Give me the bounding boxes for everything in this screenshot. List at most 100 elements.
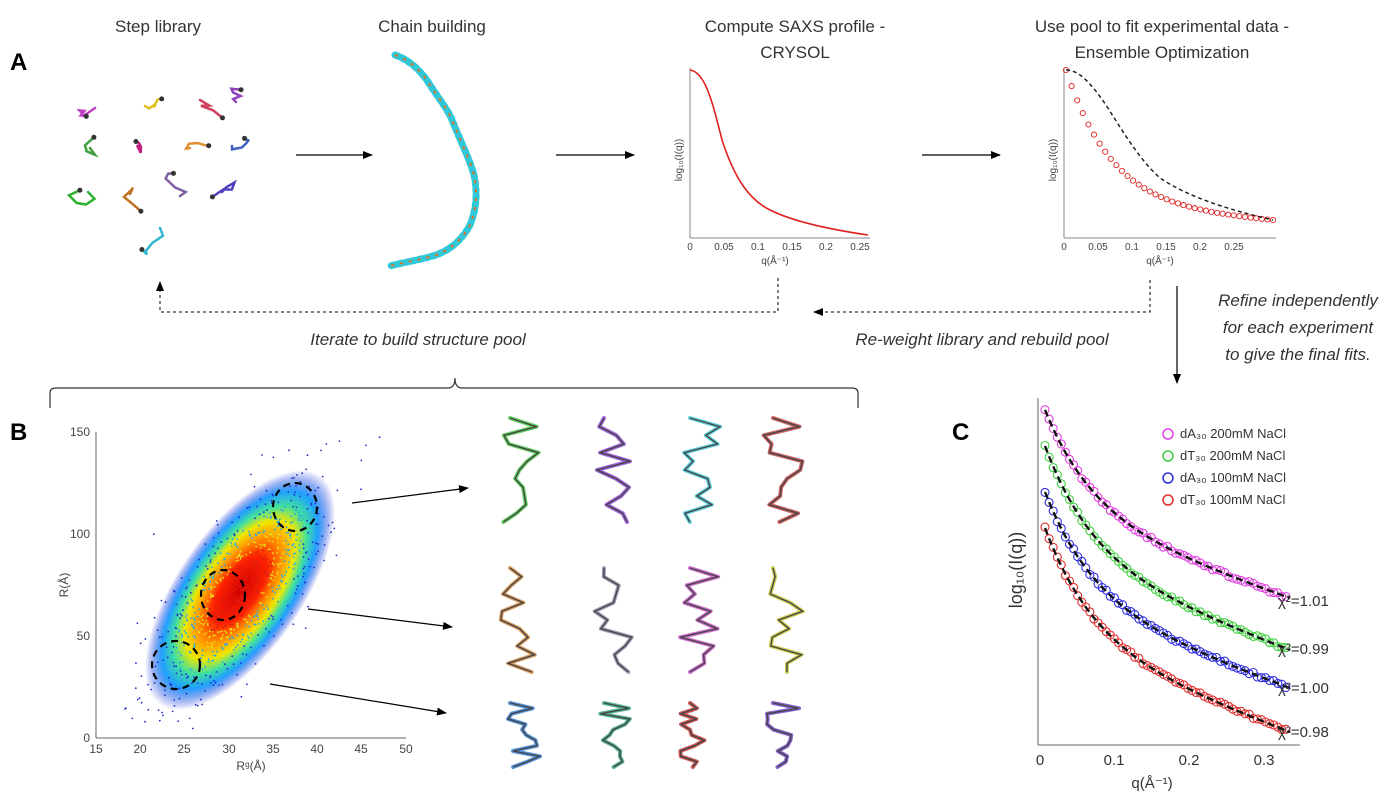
scatter-points <box>124 436 381 730</box>
ensemble-structure-icon <box>594 416 633 524</box>
nucleotide-step-icon <box>143 96 165 110</box>
fit-point <box>1068 83 1075 90</box>
stage-title-fit-line1: Use pool to fit experimental data - <box>1035 17 1289 36</box>
eom-xtick: 0.1 <box>1125 242 1139 253</box>
eom-xtick: 0.05 <box>1088 242 1108 253</box>
fit-curve <box>1043 409 1291 600</box>
fit-point <box>1191 205 1198 212</box>
scatter-xtick: 50 <box>399 742 413 756</box>
scatter-ytick: 150 <box>70 425 90 439</box>
scatter-xtick: 45 <box>354 742 368 756</box>
nucleotide-step-icon <box>229 87 244 104</box>
nucleotide-step-icon <box>66 187 97 206</box>
fit-point <box>1163 196 1170 203</box>
ensemble-structure-icon <box>761 416 805 524</box>
nucleotide-step-icon <box>133 139 143 154</box>
legend-marker <box>1162 494 1174 506</box>
panel-label-a: A <box>10 49 27 76</box>
ensemble-structures <box>498 416 805 769</box>
reweight-caption: Re-weight library and rebuild pool <box>855 330 1109 349</box>
fit-point <box>1146 188 1153 195</box>
fit-point <box>1118 167 1125 174</box>
legend-entry: dT₃₀ 200mM NaCl <box>1180 448 1285 463</box>
nucleotide-step-icon <box>230 135 251 151</box>
fit-point <box>1141 185 1148 192</box>
nucleotide-step-icon <box>76 106 97 119</box>
scatter-xtick: 35 <box>266 742 280 756</box>
fit-point <box>1096 140 1103 147</box>
chain-structure-icon <box>386 51 480 270</box>
crysol-xlabel: q(Å⁻¹) <box>761 254 789 267</box>
fit-point <box>1124 172 1131 180</box>
chi-square-label: χ²=0.99 <box>1278 641 1329 658</box>
final-xtick: 0.3 <box>1254 752 1275 769</box>
crysol-xtick: 0.1 <box>751 242 765 253</box>
fit-point <box>1174 200 1181 207</box>
ensemble-structure-icon <box>498 566 537 674</box>
step-library-icons <box>66 87 251 256</box>
eom-xtick: 0.25 <box>1224 242 1244 253</box>
crysol-plot: 0 0.05 0.1 0.15 0.2 0.25 q(Å⁻¹) log₁₀(I(… <box>674 68 870 267</box>
fit-point <box>1269 216 1277 224</box>
fit-point <box>1079 110 1086 117</box>
scatter-ylabel: R(Å) <box>56 573 71 598</box>
legend-marker <box>1162 472 1174 484</box>
chi-square-label: χ²=0.98 <box>1278 724 1329 741</box>
ensemble-structure-icon <box>678 566 721 674</box>
scatter-xtick: 30 <box>222 742 236 756</box>
fit-point <box>1219 210 1226 217</box>
final-xlabel: q(Å⁻¹) <box>1131 775 1172 792</box>
pool-brace <box>49 377 859 408</box>
crysol-xtick: 0.25 <box>850 242 870 253</box>
final-xtick: 0.1 <box>1104 752 1125 769</box>
final-xtick: 0 <box>1036 752 1044 769</box>
crysol-xtick: 0.2 <box>819 242 833 253</box>
scatter-xtick: 20 <box>133 742 147 756</box>
legend-entry: dA₃₀ 200mM NaCl <box>1180 426 1286 441</box>
fit-point <box>1135 181 1142 188</box>
eom-ylabel: log₁₀(I(q)) <box>1048 139 1059 182</box>
eom-xtick: 0 <box>1061 242 1067 253</box>
crysol-xtick: 0.15 <box>782 242 802 253</box>
fit-point <box>1158 193 1165 201</box>
panel-label-b: B <box>10 419 27 446</box>
nucleotide-step-icon <box>83 134 99 158</box>
refine-caption-line1: Refine independently <box>1218 291 1379 310</box>
cluster-arrow-middle <box>307 608 453 630</box>
rg-scatter-plot: 15 20 25 30 35 40 45 50 0 50 100 150 Rᵍ(… <box>56 425 413 773</box>
ensemble-structure-icon <box>765 701 801 769</box>
scatter-ytick: 50 <box>77 629 91 643</box>
refine-caption-line2: for each experiment <box>1223 318 1375 337</box>
ensemble-structure-icon <box>592 566 634 674</box>
nucleotide-step-icon <box>184 141 212 151</box>
scatter-xtick: 15 <box>89 742 103 756</box>
eom-fit-curve <box>1065 69 1274 221</box>
cluster-highlight-extended <box>271 481 319 533</box>
fit-point <box>1202 207 1209 214</box>
ensemble-structure-icon <box>501 416 541 524</box>
nucleotide-step-icon <box>198 98 225 121</box>
fit-point <box>1208 208 1215 215</box>
fit-curve <box>1043 491 1291 690</box>
reweight-loop-arrow <box>813 280 1151 316</box>
scatter-xlabel: Rᵍ(Å) <box>236 758 265 773</box>
ensemble-structure-icon <box>768 566 805 674</box>
eom-fit-plot: 0 0.05 0.1 0.15 0.2 0.25 q(Å⁻¹) log₁₀(I(… <box>1048 66 1277 267</box>
ensemble-structure-icon <box>678 701 707 769</box>
fit-point <box>1074 97 1081 104</box>
cluster-highlight-middle <box>199 568 247 622</box>
crysol-xtick: 0 <box>687 242 693 253</box>
ensemble-structure-icon <box>682 416 722 524</box>
eom-fit-points <box>1062 66 1277 224</box>
legend-marker <box>1162 428 1174 440</box>
fit-point <box>1241 213 1249 220</box>
crysol-ylabel: log₁₀(I(q)) <box>674 139 685 182</box>
final-ylabel: log₁₀(I(q)) <box>1006 532 1026 609</box>
fit-point <box>1186 203 1193 210</box>
ensemble-structure-icon <box>506 701 543 769</box>
nucleotide-step-icon <box>164 170 189 198</box>
legend-marker <box>1162 450 1174 462</box>
fit-point <box>1253 215 1260 222</box>
fit-point <box>1247 214 1254 221</box>
